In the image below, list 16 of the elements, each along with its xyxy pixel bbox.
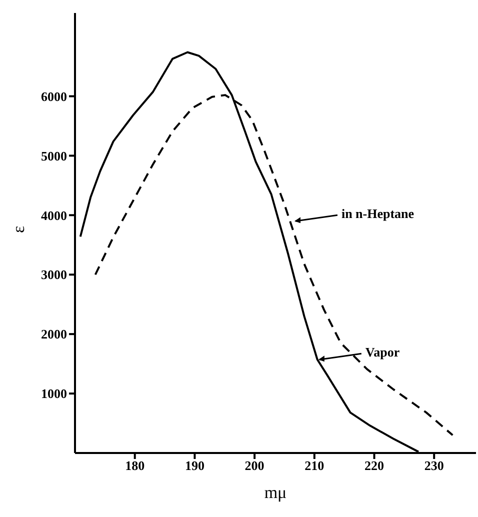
annotation: in n-Heptane (341, 206, 414, 222)
x-axis-title: mμ (264, 483, 287, 502)
y-tick-label: 1000 (41, 386, 67, 402)
x-tick-label: 230 (424, 458, 444, 474)
y-tick-label: 3000 (41, 267, 67, 282)
y-tick-label: 5000 (41, 148, 67, 164)
x-tick-label: 190 (184, 458, 204, 474)
x-tick-label: 180 (125, 458, 145, 474)
x-tick-label: 210 (304, 458, 324, 474)
y-tick-label: 2000 (41, 326, 67, 342)
x-tick-label: 220 (364, 458, 384, 474)
y-axis-title: ε (9, 226, 28, 233)
x-tick-label: 200 (244, 458, 264, 474)
annotation: Vapor (365, 344, 400, 360)
y-tick-label: 4000 (41, 208, 67, 223)
y-tick-label: 6000 (41, 88, 67, 104)
